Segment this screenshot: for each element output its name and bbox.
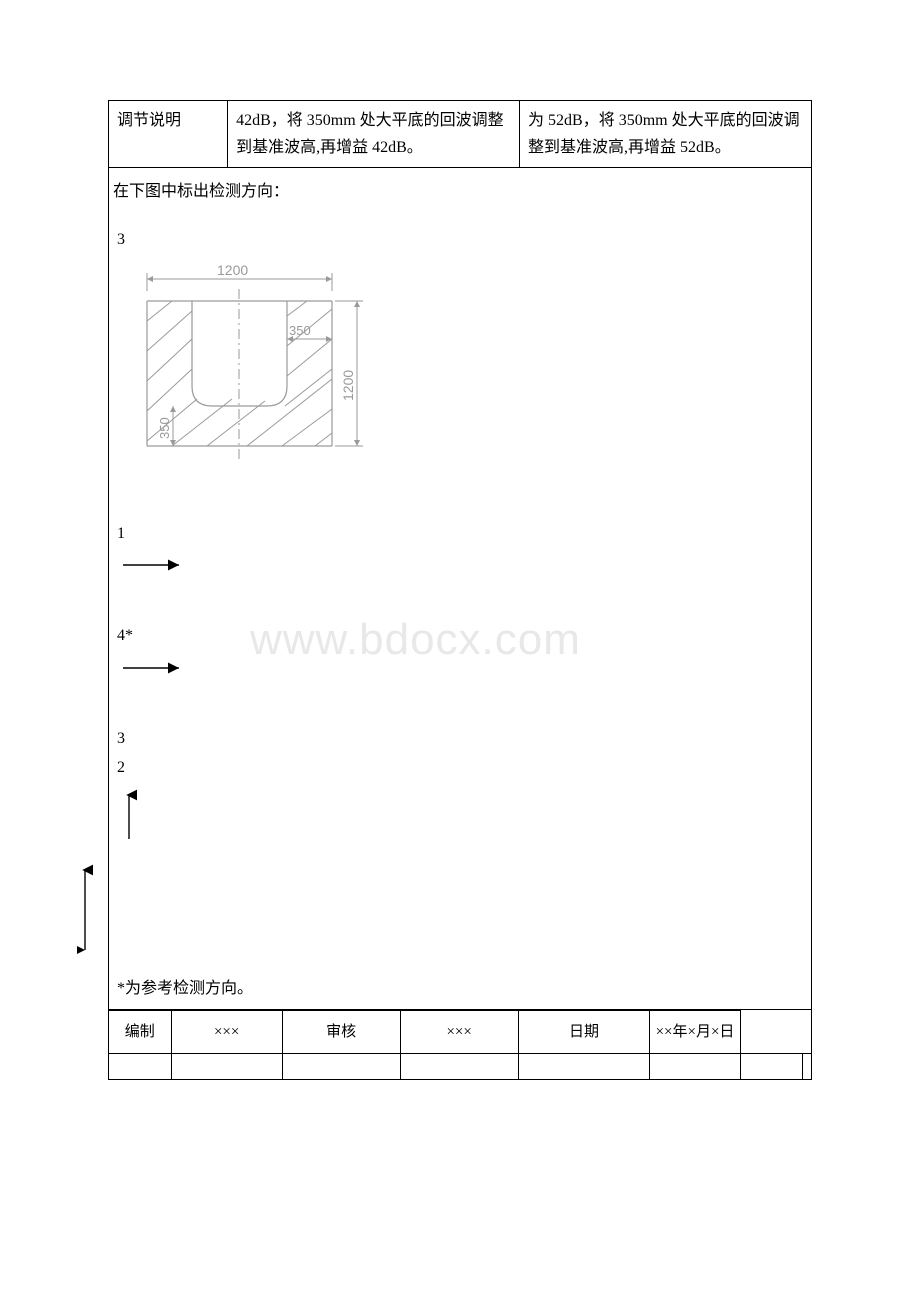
dim-inner-left: 350 <box>157 417 172 439</box>
footer-review-label: 审核 <box>282 1010 400 1054</box>
footer-empty-4 <box>400 1054 518 1080</box>
footer-review-value: ××× <box>400 1010 518 1054</box>
footer-row-1: 编制 ××× 审核 ××× 日期 ××年×月×日 <box>109 1010 812 1054</box>
footnote: *为参考检测方向。 <box>117 975 803 1002</box>
label-4star: 4* <box>117 622 803 649</box>
footer-empty-2 <box>171 1054 282 1080</box>
footer-row-2 <box>109 1054 812 1080</box>
footer-table: 编制 ××× 审核 ××× 日期 ××年×月×日 <box>108 1010 812 1081</box>
engineering-drawing: 1200 <box>137 261 803 480</box>
label-2: 2 <box>117 754 803 781</box>
footer-empty-8 <box>802 1054 811 1080</box>
arrow-right-1 <box>121 555 803 582</box>
footer-date-value: ××年×月×日 <box>650 1010 740 1054</box>
cell-diagram: 在下图中标出检测方向： 3 1200 <box>109 168 812 1009</box>
arrow-right-4 <box>121 658 803 685</box>
cell-adjust-52db: 为 52dB，将 350mm 处大平底的回波调整到基准波高,再增益 52dB。 <box>520 101 812 168</box>
main-table: 调节说明 42dB，将 350mm 处大平底的回波调整到基准波高,再增益 42d… <box>108 100 812 1010</box>
dim-inner-right: 350 <box>289 323 311 338</box>
footer-empty-3 <box>282 1054 400 1080</box>
footer-empty-6 <box>650 1054 740 1080</box>
row-diagram: 在下图中标出检测方向： 3 1200 <box>109 168 812 1009</box>
footer-date-label: 日期 <box>518 1010 650 1054</box>
arrow-double-vertical <box>77 864 803 965</box>
footer-compile-label: 编制 <box>109 1010 172 1054</box>
row-adjust: 调节说明 42dB，将 350mm 处大平底的回波调整到基准波高,再增益 42d… <box>109 101 812 168</box>
footer-empty-5 <box>518 1054 650 1080</box>
label-3: 3 <box>117 725 803 752</box>
cell-adjust-42db: 42dB，将 350mm 处大平底的回波调整到基准波高,再增益 42dB。 <box>228 101 520 168</box>
dim-right-h: 1200 <box>340 369 356 400</box>
footer-compile-value: ××× <box>171 1010 282 1054</box>
dim-top: 1200 <box>217 262 248 278</box>
footer-empty-1 <box>109 1054 172 1080</box>
arrow-up-2 <box>121 789 803 854</box>
label-3-top: 3 <box>117 226 803 253</box>
cell-adjust-label: 调节说明 <box>109 101 228 168</box>
label-1: 1 <box>117 520 803 547</box>
diagram-heading: 在下图中标出检测方向： <box>113 178 803 205</box>
footer-empty-7 <box>740 1054 802 1080</box>
